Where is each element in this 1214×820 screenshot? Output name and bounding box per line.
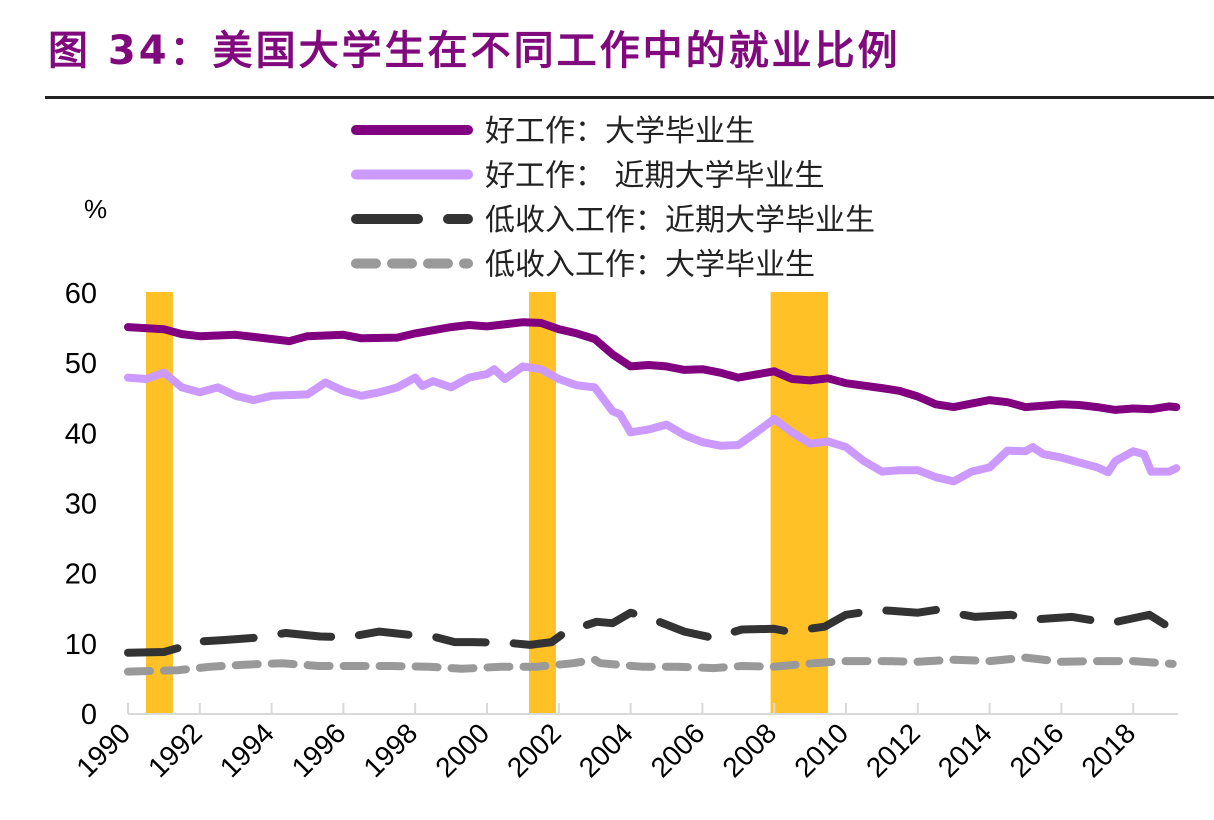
- x-tick-label: 1992: [142, 717, 208, 783]
- recession-bar: [145, 292, 173, 713]
- y-tick-label: 20: [65, 559, 97, 591]
- x-tick-label: 2014: [932, 717, 998, 783]
- y-tick-label: 10: [65, 629, 97, 661]
- series-line-1: [124, 318, 1181, 414]
- series-line-2: [124, 362, 1181, 486]
- legend-label: 好工作：大学毕业生: [485, 114, 755, 149]
- x-tick-label: 2012: [860, 717, 926, 783]
- x-tick-label: 2010: [788, 717, 854, 783]
- title-divider: [45, 96, 1214, 99]
- x-tick-label: 2004: [573, 717, 639, 783]
- legend-label: 低收入工作：大学毕业生: [485, 248, 815, 283]
- y-tick-label: 50: [65, 348, 97, 380]
- y-tick-label: 40: [65, 418, 97, 450]
- x-tick-label: 1994: [214, 717, 280, 783]
- recession-bar: [770, 292, 829, 713]
- x-tick-label: 2018: [1075, 717, 1141, 783]
- y-tick-label: 0: [81, 699, 97, 731]
- x-tick-label: 2006: [645, 717, 711, 783]
- y-tick-label: 60: [65, 278, 97, 310]
- x-tick-label: 1998: [357, 717, 423, 783]
- legend-label: 低收入工作：近期大学毕业生: [485, 203, 875, 238]
- series-line-3: [124, 605, 1172, 657]
- y-axis-unit: %: [84, 194, 107, 224]
- legend-label: 好工作： 近期大学毕业生: [485, 159, 825, 194]
- x-tick-label: 2016: [1004, 717, 1070, 783]
- recession-bar: [529, 292, 556, 713]
- x-tick-label: 2008: [716, 717, 782, 783]
- series-line-4: [124, 653, 1177, 676]
- y-tick-label: 30: [65, 489, 97, 521]
- x-tick-label: 1996: [286, 717, 352, 783]
- chart-title: 图 34：美国大学生在不同工作中的就业比例: [48, 28, 901, 74]
- x-tick-label: 2002: [501, 717, 567, 783]
- x-tick-label: 2000: [429, 717, 495, 783]
